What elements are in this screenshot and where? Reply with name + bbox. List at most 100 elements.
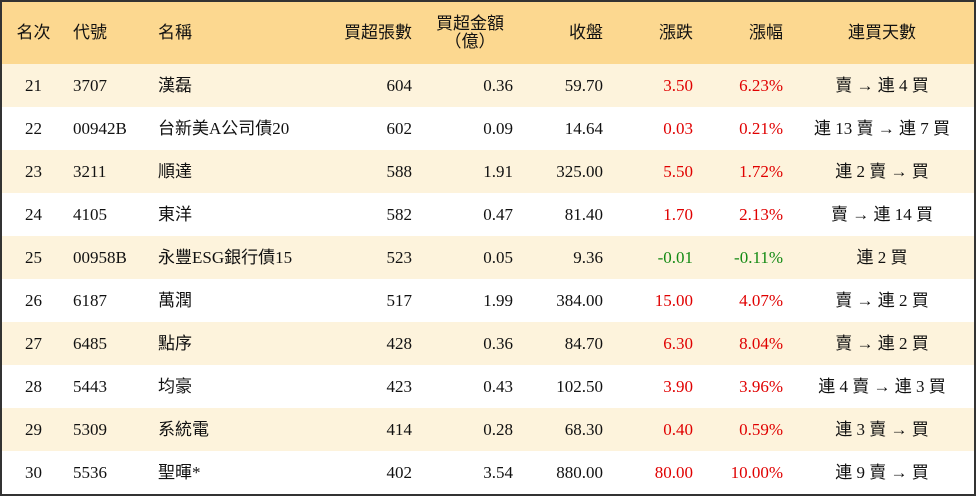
table-cell: 5309	[73, 419, 107, 439]
table-cell: 1.70	[663, 204, 693, 224]
table-cell: 26	[25, 290, 42, 310]
table-cell: 3.90	[663, 376, 693, 396]
table-cell: 84.70	[564, 333, 603, 353]
header-cell: 買超張數	[344, 23, 412, 43]
table-cell: 0.47	[483, 204, 513, 224]
table-cell: 0.36	[483, 333, 513, 353]
table-cell: 連 2 賣 → 買	[835, 161, 929, 181]
table-cell: 永豐ESG銀行債15	[158, 247, 293, 267]
table-cell: 2.13%	[739, 204, 783, 224]
table-row: 23 3211 順達 588 1.91 325.00 5.50 1.72% 連 2 賣 → 買	[2, 150, 974, 193]
table-cell: 25	[25, 247, 42, 267]
table-cell: 5.50	[663, 161, 693, 181]
table-cell: 賣 → 連 2 買	[835, 333, 929, 353]
table-cell: 漢磊	[158, 75, 192, 95]
table-cell: 萬潤	[158, 290, 192, 310]
table-cell: 5443	[73, 376, 107, 396]
table-cell: 6.23%	[739, 75, 783, 95]
table-row: 22 00942B 台新美A公司債20 602 0.09 14.64 0.03 0.21% 連 …	[2, 107, 974, 150]
table-cell: 28	[25, 376, 42, 396]
table-row: 24 4105 東洋 582 0.47 81.40 1.70 2.13% 賣 → 連 14 買	[2, 193, 974, 236]
table-cell: 連 4 賣 → 連 3 買	[818, 376, 946, 396]
table-cell: 連 9 賣 → 買	[835, 462, 929, 482]
table-cell: 賣 → 連 14 買	[831, 204, 933, 224]
table-cell: 384.00	[556, 290, 603, 310]
table-cell: 59.70	[564, 75, 603, 95]
table-cell: 325.00	[556, 161, 603, 181]
table-cell: 80.00	[654, 462, 693, 482]
table-cell: 順達	[158, 161, 192, 181]
table-row: 30 5536 聖暉* 402 3.54 880.00 80.00 10.00% 連 9 賣 →…	[2, 451, 974, 494]
table-cell: 0.36	[483, 75, 513, 95]
table-cell: 1.72%	[739, 161, 783, 181]
table-cell: 428	[386, 333, 413, 353]
table-cell: 0.03	[663, 118, 693, 138]
table-cell: 3707	[73, 75, 107, 95]
table-cell: 523	[386, 247, 413, 267]
table-cell: 21	[25, 75, 42, 95]
table-cell: 423	[386, 376, 413, 396]
table-cell: 0.05	[483, 247, 513, 267]
table-row: 27 6485 點序 428 0.36 84.70 6.30 8.04% 賣 → 連 2 買	[2, 322, 974, 365]
table-cell: 4.07%	[739, 290, 783, 310]
table-cell: 602	[386, 118, 413, 138]
table-cell: 系統電	[158, 419, 209, 439]
table-cell: 8.04%	[739, 333, 783, 353]
table-cell: 604	[386, 75, 413, 95]
table-cell: 連 13 賣 → 連 7 買	[814, 118, 950, 138]
table-cell: 0.43	[483, 376, 513, 396]
table-cell: 00958B	[73, 247, 127, 267]
table-cell: 3.50	[663, 75, 693, 95]
header-row: 名次 代號 名稱 買超張數 買超金額 （億） 收盤 漲跌 漲幅 連買天數	[2, 2, 974, 64]
table-cell: 24	[25, 204, 42, 224]
table-cell: 1.99	[483, 290, 513, 310]
table-cell: 102.50	[556, 376, 603, 396]
table-cell: 均豪	[158, 376, 192, 396]
table-row: 28 5443 均豪 423 0.43 102.50 3.90 3.96% 連 4 賣 → 連 …	[2, 365, 974, 408]
table-cell: 賣 → 連 4 買	[835, 75, 929, 95]
table-row: 25 00958B 永豐ESG銀行債15 523 0.05 9.36 -0.01 -0.11%…	[2, 236, 974, 279]
table-cell: 0.59%	[739, 419, 783, 439]
table-cell: 3.96%	[739, 376, 783, 396]
table-cell: 0.28	[483, 419, 513, 439]
header-cell: 名稱	[158, 23, 192, 43]
table-cell: 聖暉*	[158, 462, 201, 482]
table-cell: 6485	[73, 333, 107, 353]
table-cell: 賣 → 連 2 買	[835, 290, 929, 310]
table-cell: 10.00%	[730, 462, 783, 482]
table-cell: 9.36	[573, 247, 603, 267]
header-cell: 買超金額 （億）	[436, 14, 504, 51]
table-cell: 6187	[73, 290, 107, 310]
table-cell: 23	[25, 161, 42, 181]
table-cell: 582	[386, 204, 413, 224]
table-cell: 台新美A公司債20	[158, 118, 290, 138]
table-cell: 15.00	[654, 290, 693, 310]
table-cell: 連 3 賣 → 買	[835, 419, 929, 439]
table-cell: 連 2 買	[856, 247, 908, 267]
table-cell: 5536	[73, 462, 107, 482]
header-cell: 代號	[73, 23, 107, 43]
table-cell: 0.21%	[739, 118, 783, 138]
header-cell: 收盤	[569, 23, 603, 43]
header-cell: 漲跌	[659, 23, 693, 43]
table-row: 29 5309 系統電 414 0.28 68.30 0.40 0.59% 連 3 賣 → 買	[2, 408, 974, 451]
table-cell: 68.30	[564, 419, 603, 439]
table-cell: 402	[386, 462, 413, 482]
table-cell: 588	[386, 161, 413, 181]
header-cell: 名次	[16, 23, 51, 43]
table-cell: 22	[25, 118, 42, 138]
table-cell: 東洋	[158, 204, 192, 224]
table-cell: 1.91	[483, 161, 513, 181]
table-cell: 30	[25, 462, 42, 482]
table-row: 21 3707 漢磊 604 0.36 59.70 3.50 6.23% 賣 → 連 4 買	[2, 64, 974, 107]
table-cell: 414	[386, 419, 413, 439]
header-cell: 連買天數	[848, 23, 916, 43]
table-cell: 0.40	[663, 419, 693, 439]
header-cell: 漲幅	[749, 23, 783, 43]
table-cell: 3211	[73, 161, 107, 181]
table-cell: 6.30	[663, 333, 693, 353]
table-cell: 0.09	[483, 118, 513, 138]
table-cell: 29	[25, 419, 42, 439]
table-cell: -0.01	[657, 247, 693, 267]
table-cell: 880.00	[556, 462, 603, 482]
